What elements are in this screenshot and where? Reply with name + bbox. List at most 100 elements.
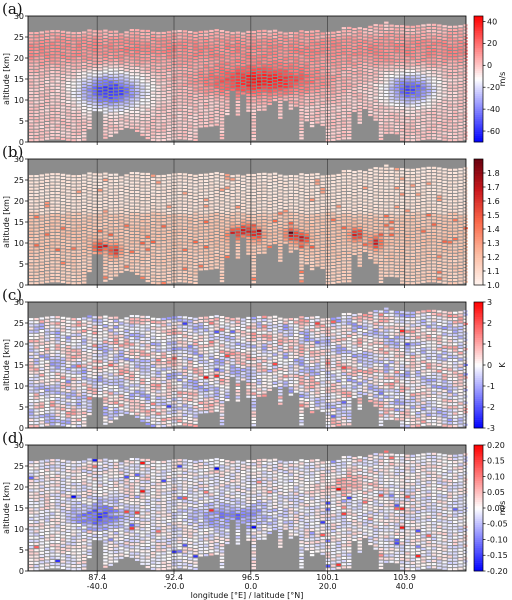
heatmap-cell	[362, 84, 368, 87]
heatmap-cell	[103, 80, 108, 83]
heatmap-cell	[209, 251, 214, 254]
heatmap-cell	[246, 246, 251, 249]
heatmap-cell	[437, 100, 442, 103]
heatmap-cell	[251, 186, 256, 189]
heatmap-cell	[124, 47, 129, 50]
heatmap-cell	[225, 221, 230, 224]
heatmap-cell	[166, 128, 172, 131]
heatmap-cell	[272, 226, 278, 229]
heatmap-cell	[347, 118, 352, 121]
heatmap-cell	[113, 36, 119, 39]
heatmap-cell	[66, 116, 71, 119]
colorbar-segment	[474, 47, 483, 50]
heatmap-cell	[55, 93, 60, 96]
heatmap-cell	[129, 79, 135, 82]
heatmap-cell	[357, 189, 362, 192]
heatmap-cell	[87, 244, 92, 247]
heatmap-cell	[299, 86, 304, 89]
heatmap-cell	[225, 100, 230, 103]
heatmap-cell	[384, 237, 389, 240]
heatmap-cell	[320, 200, 325, 203]
heatmap-cell	[352, 91, 357, 94]
heatmap-cell	[283, 51, 288, 54]
heatmap-cell	[331, 259, 336, 262]
heatmap-cell	[415, 81, 421, 84]
heatmap-cell	[251, 262, 256, 265]
heatmap-cell	[352, 237, 357, 240]
heatmap-cell	[405, 66, 410, 69]
heatmap-cell	[267, 211, 272, 214]
heatmap-cell	[108, 112, 113, 115]
heatmap-cell	[108, 122, 113, 125]
heatmap-cell	[161, 63, 166, 66]
heatmap-cell	[209, 182, 214, 185]
heatmap-cell	[182, 80, 188, 83]
heatmap-cell	[124, 94, 129, 97]
heatmap-cell	[135, 107, 140, 110]
heatmap-cell	[336, 177, 341, 180]
heatmap-cell	[103, 238, 108, 241]
heatmap-cell	[357, 255, 362, 258]
heatmap-cell	[336, 115, 341, 118]
heatmap-cell	[347, 198, 352, 201]
heatmap-cell	[241, 194, 246, 197]
heatmap-cell	[288, 215, 294, 218]
heatmap-cell	[55, 49, 60, 52]
heatmap-cell	[66, 72, 71, 75]
heatmap-cell	[278, 85, 283, 88]
heatmap-cell	[262, 251, 267, 254]
heatmap-cell	[108, 34, 113, 37]
heatmap-cell	[246, 87, 251, 90]
heatmap-cell	[378, 205, 384, 208]
heatmap-cell	[29, 126, 34, 129]
heatmap-cell	[315, 258, 320, 261]
heatmap-cell	[29, 253, 34, 256]
heatmap-cell	[262, 64, 267, 67]
heatmap-cell	[415, 100, 421, 103]
heatmap-cell	[352, 205, 357, 208]
heatmap-cell	[188, 43, 193, 46]
heatmap-cell	[368, 216, 373, 219]
heatmap-cell	[389, 268, 394, 271]
heatmap-cell	[304, 112, 309, 115]
heatmap-cell	[272, 61, 278, 64]
heatmap-cell	[389, 236, 394, 239]
heatmap-cell	[415, 72, 421, 75]
heatmap-cell	[66, 278, 71, 281]
heatmap-cell	[431, 127, 437, 130]
heatmap-cell	[278, 253, 283, 256]
heatmap-cell	[352, 174, 357, 177]
heatmap-cell	[177, 64, 182, 67]
heatmap-cell	[161, 253, 166, 256]
heatmap-cell	[267, 179, 272, 182]
heatmap-cell	[55, 185, 60, 188]
heatmap-cell	[60, 68, 66, 71]
heatmap-cell	[278, 63, 283, 66]
heatmap-cell	[442, 50, 447, 53]
colorbar-segment	[474, 28, 483, 31]
heatmap-cell	[198, 37, 203, 40]
heatmap-cell	[225, 208, 230, 211]
heatmap-cell	[156, 194, 161, 197]
heatmap-cell	[225, 174, 230, 177]
heatmap-cell	[193, 79, 198, 82]
heatmap-cell	[39, 199, 44, 202]
heatmap-cell	[336, 84, 341, 87]
heatmap-cell	[39, 174, 44, 177]
heatmap-cell	[453, 110, 458, 113]
heatmap-cell	[299, 229, 304, 232]
heatmap-cell	[71, 104, 76, 107]
heatmap-cell	[384, 199, 389, 202]
heatmap-cell	[426, 77, 431, 80]
heatmap-cell	[431, 115, 437, 118]
heatmap-cell	[76, 139, 82, 142]
heatmap-cell	[188, 75, 193, 78]
heatmap-cell	[55, 273, 60, 276]
heatmap-cell	[389, 125, 394, 128]
heatmap-cell	[347, 105, 352, 108]
heatmap-cell	[166, 281, 172, 284]
heatmap-cell	[60, 33, 66, 36]
heatmap-cell	[124, 256, 129, 259]
heatmap-cell	[262, 92, 267, 95]
heatmap-cell	[161, 209, 166, 212]
